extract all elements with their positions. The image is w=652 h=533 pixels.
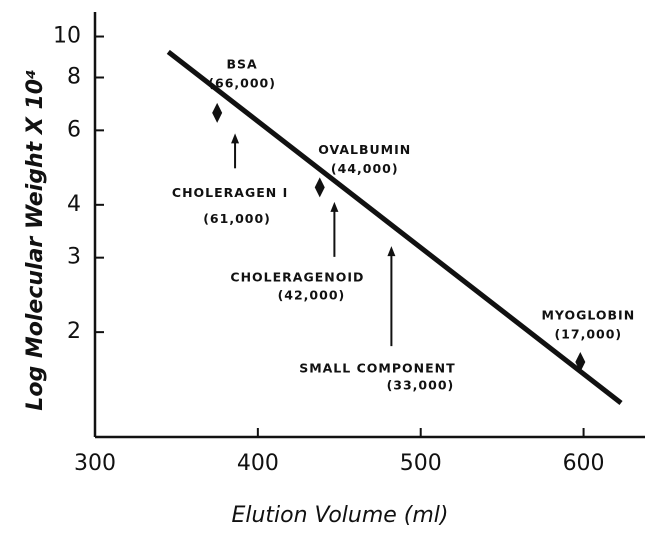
unknown-value-label: (61,000): [203, 211, 271, 226]
arrow-head: [231, 133, 240, 144]
y-tick-label: 10: [53, 24, 81, 49]
x-tick-label: 400: [237, 451, 279, 476]
y-tick-label: 4: [67, 192, 81, 217]
y-axis-title: Log Molecular Weight X 10⁴: [23, 69, 48, 410]
x-tick-label: 600: [563, 451, 605, 476]
y-tick-label: 2: [67, 319, 81, 344]
unknown-value-label: (42,000): [278, 287, 346, 302]
unknown-name: CHOLERAGENOID: [230, 269, 364, 284]
x-tick-label: 300: [74, 451, 116, 476]
y-tick-label: 8: [67, 65, 81, 90]
unknown-name: CHOLERAGEN I: [172, 185, 288, 200]
fit-line: [166, 49, 623, 405]
standard-marker: [314, 177, 325, 198]
standard-name: BSA: [227, 56, 258, 71]
y-tick-label: 3: [67, 245, 81, 270]
standard-value-label: (44,000): [331, 161, 399, 176]
x-tick-label: 500: [400, 451, 442, 476]
unknown-value-label: (33,000): [387, 378, 455, 393]
x-axis-title: Elution Volume (ml): [231, 503, 448, 528]
arrow-head: [330, 201, 339, 212]
standard-marker: [212, 102, 223, 123]
standard-name: MYOGLOBIN: [541, 307, 635, 322]
y-tick-label: 6: [67, 117, 81, 142]
standard-value-label: (66,000): [208, 75, 276, 90]
standard-name: OVALBUMIN: [318, 142, 411, 157]
arrow-head: [387, 246, 396, 257]
standard-value-label: (17,000): [554, 326, 622, 341]
standard-marker: [575, 351, 586, 372]
unknown-name: SMALL COMPONENT: [299, 361, 455, 376]
